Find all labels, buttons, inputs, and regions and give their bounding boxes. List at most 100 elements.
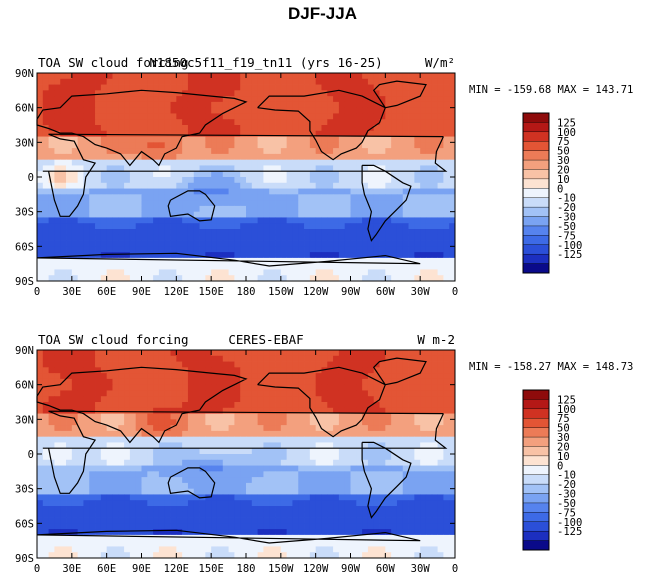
heatmap-cell xyxy=(350,107,357,114)
colorbar-label: -20 xyxy=(557,202,576,214)
heatmap-cell xyxy=(147,119,154,126)
heatmap-cell xyxy=(164,402,171,409)
heatmap-cell xyxy=(402,488,409,495)
heatmap-cell xyxy=(112,269,119,276)
heatmap-cell xyxy=(338,511,346,518)
heatmap-cell xyxy=(124,136,131,143)
heatmap-cell xyxy=(147,529,154,536)
heatmap-cell xyxy=(240,130,247,137)
heatmap-cell xyxy=(402,506,409,513)
heatmap-cell xyxy=(275,419,282,426)
heatmap-cell xyxy=(141,384,148,391)
heatmap-cell xyxy=(77,165,84,172)
heatmap-cell xyxy=(344,90,351,97)
heatmap-cell xyxy=(176,130,183,137)
heatmap-cell xyxy=(100,205,108,213)
heatmap-cell xyxy=(193,442,200,449)
heatmap-cell xyxy=(228,125,235,132)
heatmap-cell xyxy=(158,130,166,137)
heatmap-cell xyxy=(100,488,108,495)
heatmap-cell xyxy=(170,529,177,536)
heatmap-cell xyxy=(135,407,142,414)
heatmap-cell xyxy=(437,390,444,397)
heatmap-cell xyxy=(176,200,183,207)
heatmap-cell xyxy=(83,257,90,265)
heatmap-cell xyxy=(112,390,119,397)
heatmap-cell xyxy=(286,252,293,259)
heatmap-cell xyxy=(251,223,259,230)
heatmap-cell xyxy=(350,182,357,189)
heatmap-cell xyxy=(269,477,276,484)
heatmap-cell xyxy=(95,205,102,213)
heatmap-cell xyxy=(205,367,212,374)
heatmap-cell xyxy=(396,494,404,501)
heatmap-cell xyxy=(298,529,305,536)
heatmap-cell xyxy=(100,419,108,426)
heatmap-cell xyxy=(153,529,160,536)
heatmap-cell xyxy=(402,177,409,184)
heatmap-cell xyxy=(385,494,392,501)
heatmap-cell xyxy=(280,407,288,414)
heatmap-cell xyxy=(37,182,44,189)
heatmap-cell xyxy=(292,234,299,241)
heatmap-cell xyxy=(129,402,137,409)
heatmap-cell xyxy=(298,194,305,201)
heatmap-cell xyxy=(431,263,438,270)
heatmap-cell xyxy=(420,373,427,380)
heatmap-cell xyxy=(338,367,346,374)
heatmap-cell xyxy=(48,136,55,143)
heatmap-cell xyxy=(367,390,375,397)
heatmap-cell xyxy=(251,182,259,189)
heatmap-cell xyxy=(251,396,259,403)
heatmap-cell xyxy=(333,263,340,270)
heatmap-cell xyxy=(391,494,398,501)
heatmap-cell xyxy=(106,436,113,443)
heatmap-cell xyxy=(112,252,119,259)
heatmap-cell xyxy=(176,113,183,120)
heatmap-cell xyxy=(327,500,334,507)
heatmap-cell xyxy=(182,223,189,230)
heatmap-cell xyxy=(391,142,398,149)
heatmap-cell xyxy=(83,494,90,501)
heatmap-cell xyxy=(367,361,375,368)
heatmap-cell xyxy=(350,119,357,126)
heatmap-cell xyxy=(147,523,154,530)
heatmap-cell xyxy=(286,471,293,478)
heatmap-cell xyxy=(48,454,55,461)
heatmap-cell xyxy=(257,511,264,518)
heatmap-cell xyxy=(298,442,305,449)
heatmap-cell xyxy=(379,263,386,270)
heatmap-cell xyxy=(170,413,177,420)
heatmap-cell xyxy=(228,263,235,270)
heatmap-cell xyxy=(414,471,421,478)
heatmap-cell xyxy=(182,425,189,432)
heatmap-cell xyxy=(321,482,328,490)
heatmap-cell xyxy=(89,188,96,195)
heatmap-cell xyxy=(443,130,450,137)
heatmap-cell xyxy=(112,142,119,149)
heatmap-cell xyxy=(234,263,241,270)
heatmap-cell xyxy=(286,194,293,201)
x-tick-label: 0 xyxy=(34,286,40,298)
heatmap-cell xyxy=(338,101,346,109)
colorbar-frame xyxy=(522,112,550,274)
heatmap-cell xyxy=(124,350,131,357)
heatmap-cell xyxy=(414,240,421,247)
heatmap-cell xyxy=(158,494,166,501)
heatmap-cell xyxy=(158,448,166,455)
heatmap-cell xyxy=(48,177,55,184)
heatmap-cell xyxy=(89,494,96,501)
heatmap-cell xyxy=(309,459,317,466)
heatmap-cell xyxy=(292,529,299,536)
heatmap-cell xyxy=(176,511,183,518)
heatmap-cell xyxy=(42,205,50,213)
heatmap-cell xyxy=(216,234,224,241)
heatmap-cell xyxy=(350,177,357,184)
heatmap-cell xyxy=(100,500,108,507)
heatmap-cell xyxy=(112,136,119,143)
heatmap-cell xyxy=(257,517,264,524)
heatmap-cell xyxy=(356,200,363,207)
heatmap-cell xyxy=(129,459,137,466)
heatmap-cell xyxy=(344,153,351,161)
heatmap-cell xyxy=(362,355,369,362)
